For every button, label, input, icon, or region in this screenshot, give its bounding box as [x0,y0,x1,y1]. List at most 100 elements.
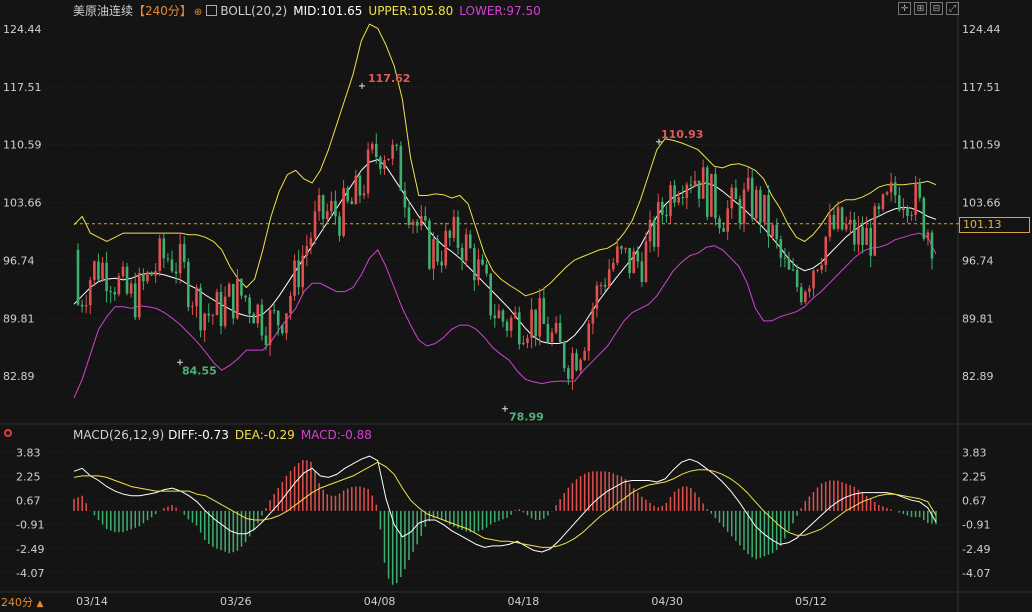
boll-upper-line [73,23,937,297]
candle-down [281,325,284,334]
settings-icon[interactable]: ⊕ [193,7,203,18]
candle-down [403,190,407,208]
candle-down [877,206,881,210]
candle-down [787,258,791,270]
candle-down [374,143,378,158]
candle-up [313,211,317,239]
restore-icon[interactable]: ⤢ [946,2,959,15]
candle-down [264,335,268,346]
candle-up [362,193,366,196]
price-annotations: 117.62 84.55 78.99 110.93 [177,72,703,424]
candle-down [799,287,803,303]
candle-up [387,158,390,161]
candle-up [848,219,852,225]
candle-down [260,304,264,336]
candle-up [865,228,868,245]
low-price-label: 84.55 [182,364,217,377]
time-tick: 05/12 [795,595,827,608]
candle-up [117,276,121,295]
candle-down [562,342,566,369]
macd-marker-icon[interactable] [4,429,12,437]
candle-up [677,197,680,203]
candle-up [513,312,517,318]
period-label[interactable]: 【240分】 [133,4,192,18]
candle-down [424,215,427,221]
candle-up [477,259,480,281]
candle-up [419,215,423,226]
period-selector[interactable]: 240分 ▲ [1,594,43,610]
candle-up [812,270,815,289]
candle-up [497,310,501,319]
candle-down [142,273,145,282]
candle-up [644,241,648,282]
candle-down [440,261,443,266]
axis-labels: 124.44 124.44 117.51 117.51 110.59 110.59 103.… [3,23,1001,608]
candle-down [297,260,300,288]
candle-down [338,216,341,236]
candle-up [411,221,415,226]
candle-up [836,207,840,229]
candle-down [767,194,770,237]
zoom-in-icon[interactable]: ⊞ [914,2,927,15]
candle-down [665,214,668,217]
boll-mid-line [73,159,937,344]
candle-down [125,266,129,294]
candle-up [587,323,591,351]
candle-up [530,309,533,339]
candle-down [174,271,178,274]
candle-up [910,214,913,216]
candle-down [379,157,382,169]
candle-up [599,285,603,287]
candle-down [105,262,108,292]
candle-down [922,197,926,239]
candle-down [346,187,349,202]
candle-up [203,313,206,331]
candle-down [705,167,709,217]
right-macd-tick: -0.91 [962,519,990,532]
candle-down [869,228,873,256]
candle-down [930,232,934,259]
left-price-tick: 117.51 [3,81,42,94]
candle-up [464,234,468,261]
candle-up [154,271,157,276]
left-price-tick: 82.89 [3,370,35,383]
candle-up [914,182,917,215]
crosshair-icon[interactable]: ✛ [898,2,911,15]
right-price-tick: 82.89 [962,370,994,383]
candle-up [325,211,329,219]
candle-up [820,265,823,270]
candle-down [407,207,411,226]
candle-down [779,239,783,258]
candle-up [844,224,848,230]
left-macd-tick: 3.83 [16,447,41,460]
right-macd-tick: 0.67 [962,495,987,508]
right-price-tick: 96.74 [962,254,994,267]
candle-down [534,309,537,337]
time-tick: 04/18 [508,595,540,608]
candle-down [575,353,578,371]
candle-up [223,296,227,326]
left-price-tick: 96.74 [3,254,35,267]
candle-up [656,201,660,247]
macd-value: MACD:-0.88 [300,428,372,442]
candle-up [571,353,574,379]
candle-down [252,313,256,324]
left-macd-tick: -4.07 [16,567,44,580]
boll-lower-line [73,232,937,399]
time-tick: 03/26 [220,595,252,608]
candle-down [113,291,117,295]
macd-dea: DEA:-0.29 [234,428,295,442]
candle-up [215,291,219,316]
boll-icon [206,5,218,16]
time-tick: 03/14 [76,595,108,608]
candle-up [808,288,811,292]
zoom-out-icon[interactable]: ⊟ [930,2,943,15]
candle-up [742,189,746,224]
macd-header: MACD(26,12,9) DIFF:-0.73 DEA:-0.29 MACD:-0.… [73,428,378,442]
triangle-up-icon: ▲ [36,599,44,609]
candle-up [158,238,162,272]
candle-down [244,295,247,298]
candle-up [285,313,288,334]
